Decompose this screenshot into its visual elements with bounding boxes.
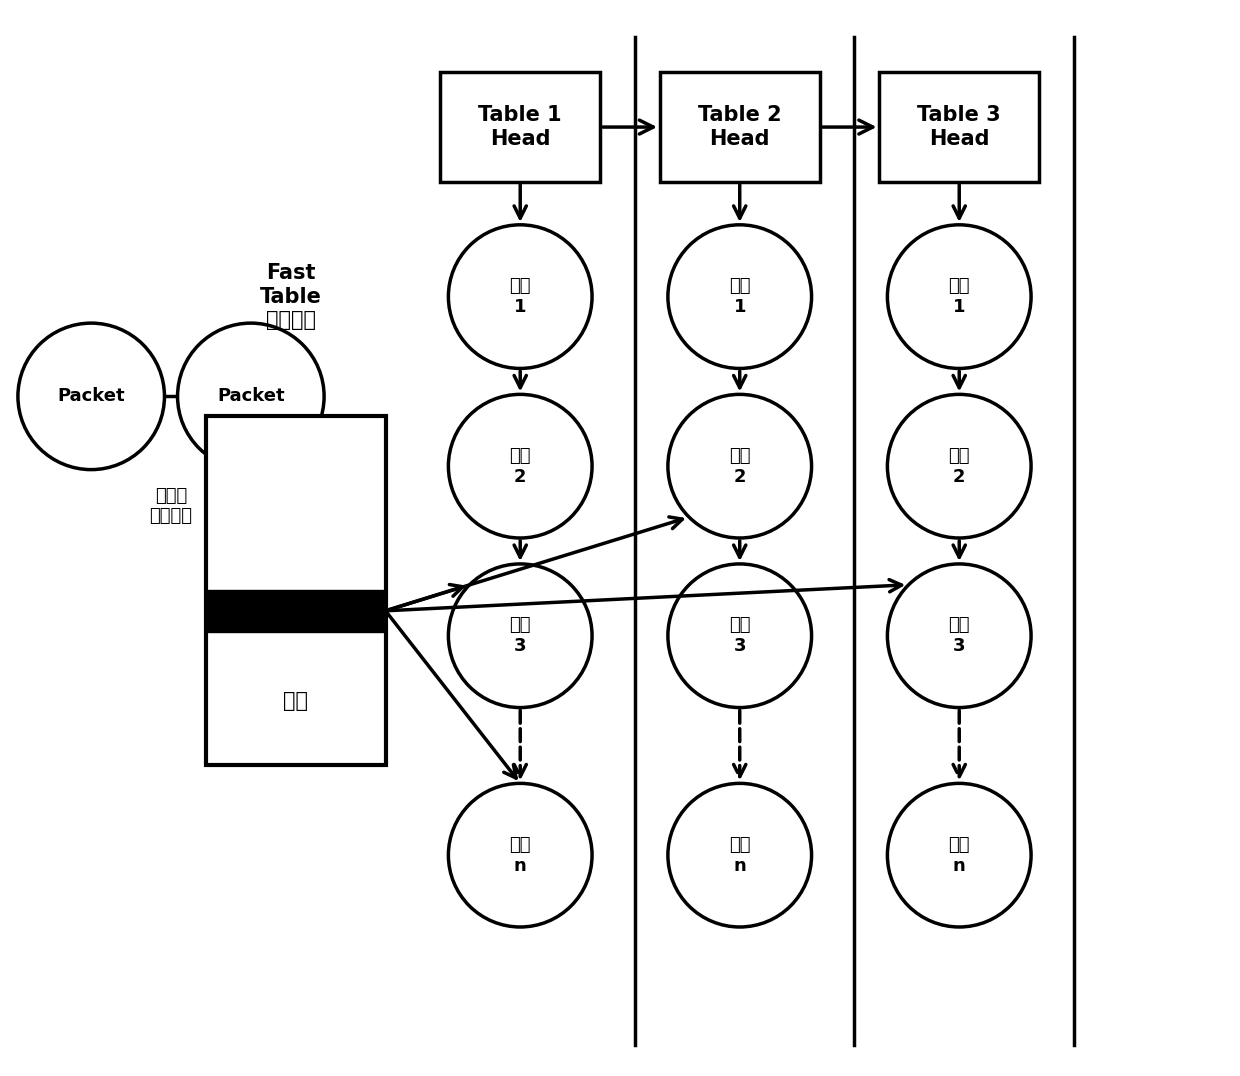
Bar	[206, 416, 386, 765]
Text: Fast
Table
（快表）: Fast Table （快表）	[260, 264, 321, 330]
Bar	[660, 72, 820, 182]
Text: 表项
n: 表项 n	[949, 836, 970, 875]
Circle shape	[449, 225, 591, 368]
Circle shape	[668, 225, 811, 368]
Text: 表项
1: 表项 1	[949, 278, 970, 316]
Text: 表项
1: 表项 1	[510, 278, 531, 316]
Text: 输入的
数据报文: 输入的 数据报文	[150, 486, 192, 525]
Text: 表项
n: 表项 n	[729, 836, 750, 875]
Text: 表项
n: 表项 n	[510, 836, 531, 875]
Circle shape	[888, 395, 1032, 538]
Circle shape	[888, 783, 1032, 928]
Text: Table 2
Head: Table 2 Head	[698, 105, 781, 148]
Text: 表项
2: 表项 2	[949, 447, 970, 485]
Text: 表项
3: 表项 3	[510, 617, 531, 655]
Bar	[879, 72, 1039, 182]
Circle shape	[449, 395, 591, 538]
Circle shape	[177, 323, 324, 469]
Circle shape	[888, 225, 1032, 368]
Text: 成员: 成员	[283, 691, 309, 710]
Text: 表项
3: 表项 3	[949, 617, 970, 655]
Circle shape	[668, 783, 811, 928]
Text: 表项
1: 表项 1	[729, 278, 750, 316]
Text: 表项
2: 表项 2	[729, 447, 750, 485]
Text: Table 1
Head: Table 1 Head	[479, 105, 562, 148]
Text: 表项
3: 表项 3	[729, 617, 750, 655]
Text: Packet: Packet	[217, 387, 285, 406]
Text: 表项
2: 表项 2	[510, 447, 531, 485]
Bar	[440, 72, 600, 182]
Bar	[206, 590, 386, 632]
Circle shape	[888, 564, 1032, 708]
Text: Table 3
Head: Table 3 Head	[918, 105, 1001, 148]
Circle shape	[17, 323, 165, 469]
Circle shape	[449, 564, 591, 708]
Text: Packet: Packet	[57, 387, 125, 406]
Circle shape	[449, 783, 591, 928]
Circle shape	[668, 395, 811, 538]
Circle shape	[668, 564, 811, 708]
